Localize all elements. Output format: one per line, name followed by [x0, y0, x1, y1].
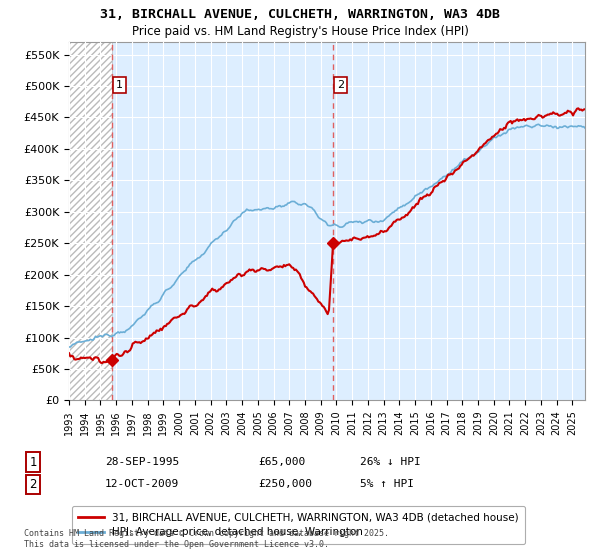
Legend: 31, BIRCHALL AVENUE, CULCHETH, WARRINGTON, WA3 4DB (detached house), HPI: Averag: 31, BIRCHALL AVENUE, CULCHETH, WARRINGTO…: [71, 506, 525, 544]
Text: Price paid vs. HM Land Registry's House Price Index (HPI): Price paid vs. HM Land Registry's House …: [131, 25, 469, 38]
Text: Contains HM Land Registry data © Crown copyright and database right 2025.
This d: Contains HM Land Registry data © Crown c…: [24, 529, 389, 549]
Text: £250,000: £250,000: [258, 479, 312, 489]
Text: 5% ↑ HPI: 5% ↑ HPI: [360, 479, 414, 489]
Text: £65,000: £65,000: [258, 457, 305, 467]
Text: 1: 1: [116, 80, 123, 90]
Text: 12-OCT-2009: 12-OCT-2009: [105, 479, 179, 489]
Text: 26% ↓ HPI: 26% ↓ HPI: [360, 457, 421, 467]
Text: 1: 1: [29, 455, 37, 469]
Text: 2: 2: [337, 80, 344, 90]
Text: 28-SEP-1995: 28-SEP-1995: [105, 457, 179, 467]
Text: 2: 2: [29, 478, 37, 491]
Text: 31, BIRCHALL AVENUE, CULCHETH, WARRINGTON, WA3 4DB: 31, BIRCHALL AVENUE, CULCHETH, WARRINGTO…: [100, 8, 500, 21]
